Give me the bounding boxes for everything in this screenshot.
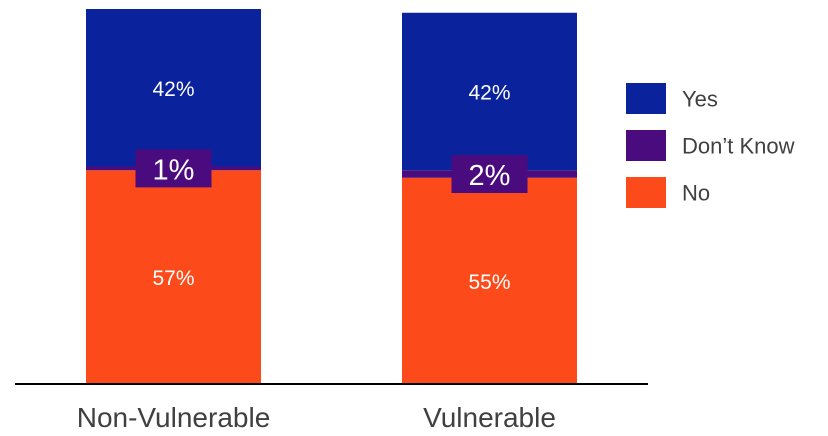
legend-swatch-no xyxy=(626,177,666,208)
data-label-box-vulnerable-don-t-know xyxy=(451,155,528,193)
legend: Yes Don’t Know No xyxy=(626,83,795,208)
legend-label-don-t-know: Don’t Know xyxy=(682,134,795,159)
bar-vulnerable-yes xyxy=(402,12,577,171)
data-label-vulnerable-yes: 42% xyxy=(468,82,510,105)
legend-swatch-yes xyxy=(626,83,666,114)
data-label-vulnerable-don-t-know: 2% xyxy=(469,160,511,192)
data-label-non-vulnerable-yes: 42% xyxy=(152,78,194,101)
bar-non-vulnerable-no xyxy=(86,170,261,384)
data-label-vulnerable-no: 55% xyxy=(468,271,510,294)
bars-group xyxy=(86,9,577,384)
bar-vulnerable-no xyxy=(402,177,577,384)
category-labels-group: Non-Vulnerable Vulnerable xyxy=(77,402,556,433)
legend-label-yes: Yes xyxy=(682,87,718,112)
data-label-non-vulnerable-no: 57% xyxy=(152,267,194,290)
data-label-box-non-vulnerable-don-t-know xyxy=(135,149,212,188)
data-label-non-vulnerable-don-t-know: 1% xyxy=(153,154,195,186)
legend-swatch-don-t-know xyxy=(626,130,666,161)
data-labels-group: 57% 1% 42% 55% 2% 42% xyxy=(135,78,528,294)
category-label-non-vulnerable: Non-Vulnerable xyxy=(77,402,271,433)
legend-label-no: No xyxy=(682,181,710,206)
bar-non-vulnerable-yes xyxy=(86,9,261,167)
category-label-vulnerable: Vulnerable xyxy=(423,402,556,433)
